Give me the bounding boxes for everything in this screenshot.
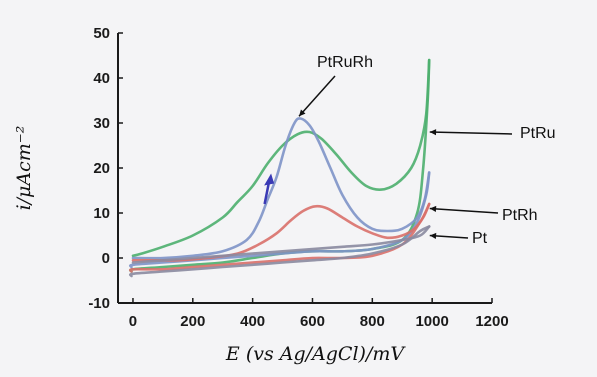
x-tick-label: 1200 xyxy=(475,313,508,330)
series-pt-reverse-scan xyxy=(131,225,431,264)
y-tick-label: 0 xyxy=(102,250,110,267)
annotation-ptrurh-arrowhead-icon xyxy=(299,109,306,117)
y-axis-label: i/μAcm⁻² xyxy=(13,126,35,211)
x-tick-label: 1000 xyxy=(415,313,448,330)
annotation-ptru-arrowhead-icon xyxy=(429,129,437,136)
annotations: PtRuRh PtRu PtRh Pt xyxy=(298,54,556,247)
series-ptrurh-reverse-scan xyxy=(131,117,431,260)
annotation-pt-label: Pt xyxy=(472,230,488,247)
y-tick-label: 50 xyxy=(93,25,110,42)
annotation-pt-pointer xyxy=(429,234,469,239)
series-ptrurh-forward-scan xyxy=(128,171,431,269)
x-axis-label: E (vs Ag/AgCl)/mV xyxy=(225,343,406,365)
annotation-ptru-pointer xyxy=(429,131,513,135)
series-ptru-reverse-scan xyxy=(131,58,431,258)
annotation-ptrurh-label: PtRuRh xyxy=(317,54,373,71)
plot-area xyxy=(128,58,431,278)
y-tick-label: 40 xyxy=(93,70,110,87)
annotation-ptrh-label: PtRh xyxy=(502,207,538,224)
y-tick-label: 20 xyxy=(93,160,110,177)
y-tick-label: 10 xyxy=(93,205,110,222)
y-tick-label: -10 xyxy=(88,295,110,312)
annotation-pt-arrowhead-icon xyxy=(429,232,437,239)
annotation-ptru-label: PtRu xyxy=(520,125,556,142)
y-tick-label: 30 xyxy=(93,115,110,132)
annotation-ptrurh-pointer xyxy=(298,75,336,117)
y-ticks: -10 0 10 20 30 40 50 xyxy=(88,25,123,312)
series-pt-forward-scan xyxy=(128,225,431,278)
annotation-ptrh-pointer xyxy=(429,207,499,214)
x-tick-label: 400 xyxy=(240,313,265,330)
x-ticks: 0 200 400 600 800 1000 1200 xyxy=(129,298,509,330)
x-tick-label: 600 xyxy=(300,313,325,330)
x-tick-label: 0 xyxy=(129,313,137,330)
scan-direction-arrow-shaft xyxy=(263,181,271,205)
annotation-ptrh-arrowhead-icon xyxy=(429,205,437,212)
scan-direction-arrow-icon xyxy=(264,173,275,186)
x-tick-label: 200 xyxy=(180,313,205,330)
x-tick-label: 800 xyxy=(360,313,385,330)
